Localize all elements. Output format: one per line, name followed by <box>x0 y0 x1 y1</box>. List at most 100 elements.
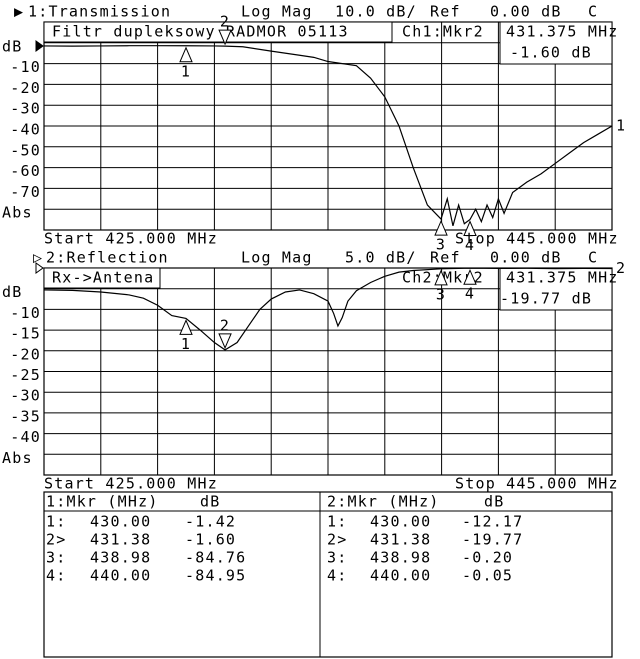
table-frequency: 431.38 <box>370 531 431 549</box>
table-value: -12.17 <box>462 513 523 531</box>
plot-frame <box>43 267 613 476</box>
table-header: 2:Mkr (MHz) <box>327 493 440 511</box>
table-header: dB <box>484 493 504 511</box>
y-tick-label: -20 <box>10 345 41 363</box>
table-frequency: 430.00 <box>370 513 431 531</box>
table-header: dB <box>200 493 220 511</box>
trace <box>44 268 612 351</box>
marker <box>434 269 448 286</box>
y-tick-label: -10 <box>10 304 41 322</box>
y-tick-label: dB <box>2 37 22 55</box>
y-tick-label: -25 <box>10 366 41 384</box>
readout-value: -19.77 dB <box>500 290 592 308</box>
trace <box>44 45 612 226</box>
y-tick-label: -60 <box>10 162 41 180</box>
ref-value: 0.00 dB <box>490 3 562 21</box>
scale: 5.0 dB/ <box>345 249 417 267</box>
table-frequency: 438.98 <box>370 549 431 567</box>
channel-title: 2:Reflection <box>46 249 169 267</box>
table-value: -1.42 <box>185 513 236 531</box>
y-tick-label: -30 <box>10 387 41 405</box>
format: Log Mag <box>241 249 313 267</box>
table-marker: 1: <box>46 513 66 531</box>
table-value: -84.95 <box>185 567 246 585</box>
table-header: 1:Mkr (MHz) <box>46 493 159 511</box>
marker <box>179 46 193 63</box>
trace-label: 1 <box>616 117 626 135</box>
table-marker: 3: <box>327 549 347 567</box>
marker <box>463 268 477 285</box>
marker <box>434 219 448 236</box>
table-marker: 4: <box>46 567 66 585</box>
table-marker: 2> <box>327 531 347 549</box>
channel-title: 1:Transmission <box>28 3 171 21</box>
table-marker: 3: <box>46 549 66 567</box>
annotation: Rx->Antena <box>52 269 154 287</box>
marker <box>218 333 232 350</box>
y-tick-label: -35 <box>10 407 41 425</box>
table-frequency: 431.38 <box>90 531 151 549</box>
scale: 10.0 dB/ <box>335 3 417 21</box>
table-frequency: 438.98 <box>90 549 151 567</box>
table-value: -1.60 <box>185 531 236 549</box>
annotation-box <box>43 21 393 43</box>
table-frequency: 440.00 <box>90 567 151 585</box>
table-frequency: 440.00 <box>370 567 431 585</box>
table-marker: 1: <box>327 513 347 531</box>
annotation-box <box>43 267 161 289</box>
ref-label: Ref <box>430 3 461 21</box>
marker <box>218 29 232 46</box>
format: Log Mag <box>241 3 313 21</box>
ref-label: Ref <box>430 249 461 267</box>
table-marker: 2> <box>46 531 66 549</box>
table-frequency: 430.00 <box>90 513 151 531</box>
y-tick-label: -50 <box>10 141 41 159</box>
marker-label: 3 <box>436 236 446 254</box>
channel-arrow: ▶ <box>14 3 24 21</box>
marker-label: 4 <box>465 236 475 254</box>
start-label: Start 425.000 MHz <box>44 230 218 248</box>
marker <box>179 319 193 335</box>
marker-label: 3 <box>436 285 446 303</box>
marker-label: 2 <box>220 13 230 31</box>
flag: C <box>588 3 598 21</box>
table-value: -0.05 <box>462 567 513 585</box>
y-tick-label: Abs <box>2 449 33 467</box>
readout-frequency: 431.375 MHz <box>506 23 619 41</box>
table-value: -19.77 <box>462 531 523 549</box>
ref-pointer <box>35 262 44 274</box>
y-tick-label: -15 <box>10 325 41 343</box>
marker <box>463 220 477 236</box>
readout-channel: Ch1:Mkr2 <box>402 23 484 41</box>
marker-label: 2 <box>220 316 230 334</box>
y-tick-label: dB <box>2 283 22 301</box>
table-frame <box>43 491 613 658</box>
ref-value: 0.00 dB <box>490 249 562 267</box>
table-value: -84.76 <box>185 549 246 567</box>
y-tick-label: -30 <box>10 100 41 118</box>
trace-label: 2 <box>616 259 626 277</box>
marker-label: 4 <box>465 285 475 303</box>
channel-arrow: ▷ <box>33 249 43 267</box>
stop-label: Stop 445.000 MHz <box>455 475 619 493</box>
readout-box <box>499 267 613 311</box>
readout-box <box>499 21 613 65</box>
ref-pointer <box>35 40 44 52</box>
y-tick-label: -10 <box>10 58 41 76</box>
y-tick-label: Abs <box>2 204 33 222</box>
y-tick-label: -40 <box>10 428 41 446</box>
table-value: -0.20 <box>462 549 513 567</box>
marker-label: 1 <box>181 62 191 80</box>
marker-label: 1 <box>181 335 191 353</box>
y-tick-label: -40 <box>10 121 41 139</box>
y-tick-label: -70 <box>10 183 41 201</box>
y-tick-label: -20 <box>10 79 41 97</box>
readout-value: -1.60 dB <box>510 44 592 62</box>
flag: C <box>588 249 598 267</box>
stop-label: Stop 445.000 MHz <box>455 230 619 248</box>
table-marker: 4: <box>327 567 347 585</box>
readout-frequency: 431.375 MHz <box>506 269 619 287</box>
start-label: Start 425.000 MHz <box>44 475 218 493</box>
annotation: Filtr dupleksowy RADMOR 05113 <box>52 23 349 41</box>
